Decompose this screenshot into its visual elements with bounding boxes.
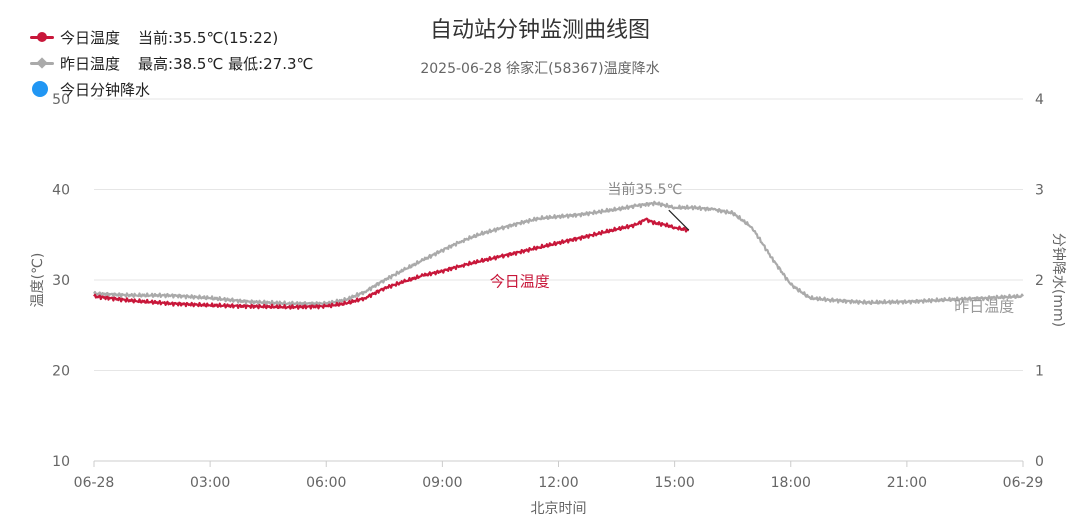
legend-info-yesterday: 最高:38.5℃ 最低:27.3℃ bbox=[138, 54, 314, 73]
x-tick-label: 15:00 bbox=[654, 475, 694, 491]
legend-item-rain[interactable]: 今日分钟降水 bbox=[30, 76, 313, 102]
legend-item-yesterday[interactable]: 昨日温度 最高:38.5℃ 最低:27.3℃ bbox=[30, 50, 313, 76]
x-tick-label: 06-28 bbox=[74, 475, 115, 491]
x-tick-label: 06:00 bbox=[306, 475, 346, 491]
y2-axis-title: 分钟降水(mm) bbox=[1050, 233, 1067, 327]
series-line-yesterday bbox=[93, 200, 1024, 307]
y2-tick-label: 2 bbox=[1035, 273, 1044, 289]
x-tick-label: 12:00 bbox=[538, 475, 578, 491]
legend-item-today[interactable]: 今日温度 当前:35.5℃(15:22) bbox=[30, 24, 313, 50]
legend-label-today: 今日温度 bbox=[60, 28, 121, 47]
chart-title: 自动站分钟监测曲线图 bbox=[429, 18, 650, 43]
legend-label-yesterday: 昨日温度 bbox=[60, 54, 121, 73]
chart-subtitle: 2025-06-28 徐家汇(58367)温度降水 bbox=[420, 61, 660, 77]
x-axis-title: 北京时间 bbox=[531, 501, 587, 517]
series-line-today bbox=[93, 217, 690, 310]
y-tick-label: 40 bbox=[52, 183, 70, 199]
yesterday-series-marker-icon bbox=[30, 56, 54, 70]
current-annotation-leader bbox=[668, 209, 690, 231]
legend-label-rain: 今日分钟降水 bbox=[60, 80, 151, 99]
y2-tick-label: 4 bbox=[1035, 92, 1044, 108]
y-axis-title: 温度(℃) bbox=[30, 253, 46, 308]
y2-tick-label: 3 bbox=[1035, 183, 1044, 199]
y2-tick-label: 1 bbox=[1035, 364, 1044, 380]
y2-tick-label: 0 bbox=[1035, 454, 1044, 470]
x-tick-label: 06-29 bbox=[1003, 475, 1044, 491]
rain-series-marker-icon bbox=[30, 81, 54, 97]
y-tick-label: 10 bbox=[52, 454, 70, 470]
y-tick-label: 50 bbox=[52, 92, 70, 108]
y-tick-label: 20 bbox=[52, 364, 70, 380]
today-series-marker-icon bbox=[30, 30, 54, 44]
inline-label-today: 今日温度 bbox=[490, 272, 550, 290]
x-tick-label: 21:00 bbox=[887, 475, 927, 491]
legend: 今日温度 当前:35.5℃(15:22) 昨日温度 最高:38.5℃ 最低:27… bbox=[30, 24, 313, 102]
y-tick-label: 30 bbox=[52, 273, 70, 289]
legend-info-today: 当前:35.5℃(15:22) bbox=[138, 28, 279, 47]
x-tick-label: 03:00 bbox=[190, 475, 230, 491]
x-tick-label: 09:00 bbox=[422, 475, 462, 491]
current-annotation-label: 当前35.5℃ bbox=[607, 181, 682, 198]
inline-label-yesterday: 昨日温度 bbox=[954, 298, 1014, 316]
x-tick-label: 18:00 bbox=[771, 475, 811, 491]
